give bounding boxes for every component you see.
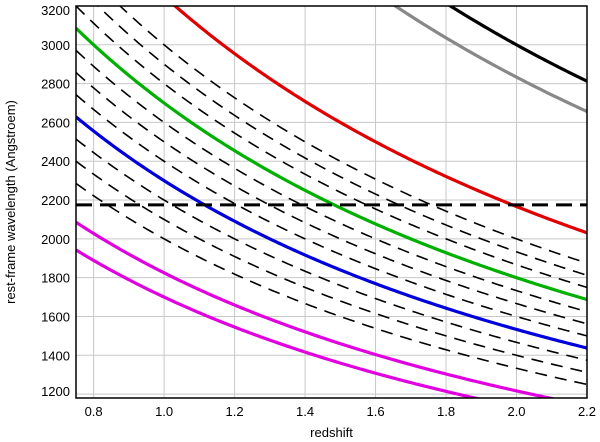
solid-curve: [76, 248, 483, 398]
y-tick-label: 1200: [41, 384, 70, 399]
y-tick-label: 2200: [41, 193, 70, 208]
x-tick-labels: 0.8 1.0 1.2 1.4 1.6 1.8 2.0 2.2: [85, 404, 596, 419]
solid-curve: [392, 6, 587, 113]
solid-curve: [447, 6, 587, 83]
dashed-curve: [76, 49, 587, 313]
y-tick-label: 1400: [41, 348, 70, 363]
dashed-curve: [76, 71, 587, 325]
x-tick-label: 1.0: [155, 404, 173, 419]
solid-curve: [76, 27, 587, 302]
dashed-curve: [76, 138, 587, 361]
x-tick-label: 1.6: [367, 404, 385, 419]
x-tick-label: 2.2: [578, 404, 596, 419]
x-tick-label: 1.4: [296, 404, 314, 419]
dashed-curve: [96, 6, 587, 277]
y-tick-label: 1800: [41, 271, 70, 286]
y-axis-label: rest-frame wavelength (Angstroem): [3, 100, 18, 304]
solid-curve: [76, 115, 587, 350]
y-tick-label: 1600: [41, 309, 70, 324]
dashed-curve: [118, 6, 587, 264]
x-tick-label: 0.8: [85, 404, 103, 419]
y-tick-label: 2400: [41, 154, 70, 169]
y-tick-label: 3200: [41, 3, 70, 18]
y-tick-label: 2000: [41, 232, 70, 247]
dashed-curve: [76, 160, 587, 374]
y-tick-label: 2800: [41, 77, 70, 92]
plot-frame: [75, 5, 588, 399]
y-tick-label: 3000: [41, 38, 70, 53]
curves: [76, 6, 587, 398]
x-tick-label: 1.2: [226, 404, 244, 419]
dashed-curve: [76, 94, 587, 337]
dashed-curve: [76, 6, 587, 289]
x-tick-label: 1.8: [437, 404, 455, 419]
dashed-curve: [76, 182, 587, 386]
solid-curve: [172, 6, 587, 235]
y-tick-label: 2600: [41, 115, 70, 130]
solid-curve: [76, 220, 558, 398]
y-tick-labels: 1200 1400 1600 1800 2000 2200 2400 2600 2800 3000…: [41, 3, 70, 399]
x-tick-label: 2.0: [507, 404, 525, 419]
x-axis-label: redshift: [310, 425, 353, 440]
